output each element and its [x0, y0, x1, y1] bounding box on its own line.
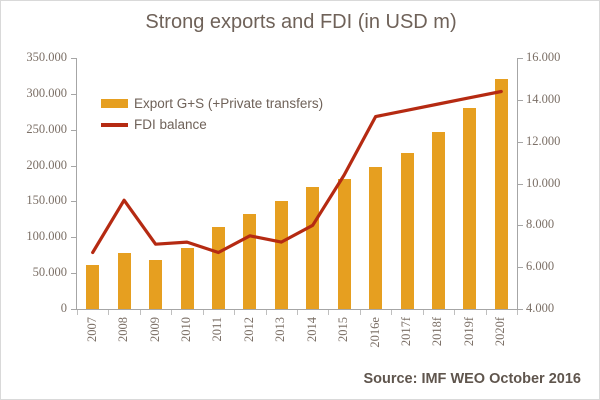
- left-tick-mark: [71, 237, 76, 238]
- left-axis-tick-label: 150.000: [26, 193, 67, 207]
- x-tick-mark: [454, 310, 455, 315]
- x-axis-tick-label: 2010: [179, 317, 193, 342]
- bar-2017f: [400, 152, 414, 309]
- right-axis-tick-label: 16.000: [526, 50, 561, 64]
- left-tick-mark: [71, 201, 76, 202]
- right-axis-tick-label: 8.000: [526, 217, 555, 231]
- x-tick-mark: [328, 310, 329, 315]
- x-tick-mark: [171, 310, 172, 315]
- bar-2018f: [431, 131, 445, 309]
- bar-2020f: [494, 78, 508, 309]
- left-axis-tick-label: 0: [60, 301, 67, 315]
- x-axis-line: [76, 309, 518, 310]
- x-axis-tick-label: 2015: [336, 317, 351, 342]
- right-axis-tick-label: 10.000: [526, 176, 561, 190]
- right-tick-mark: [518, 100, 523, 101]
- legend-label-export: Export G+S (+Private transfers): [134, 96, 324, 111]
- right-tick-mark: [518, 225, 523, 226]
- left-tick-mark: [71, 166, 76, 167]
- x-axis-tick-label: 2017f: [399, 317, 413, 347]
- x-tick-mark: [391, 310, 392, 315]
- right-tick-mark: [518, 267, 523, 268]
- left-tick-mark: [71, 273, 76, 274]
- legend-item-fdi[interactable]: FDI balance: [101, 114, 323, 135]
- x-axis-tick-label: 2011: [210, 317, 225, 342]
- left-axis-tick-label: 350.000: [26, 50, 67, 64]
- x-axis-tick-label: 2020f: [493, 317, 508, 347]
- x-tick-mark: [360, 310, 361, 315]
- right-axis-line: [517, 58, 518, 310]
- x-axis-tick-label: 2014: [304, 317, 319, 342]
- right-axis-tick-label: 4.000: [526, 301, 555, 315]
- bar-2015: [337, 179, 351, 309]
- source-note: Source: IMF WEO October 2016: [363, 371, 581, 387]
- bar-2019f: [463, 108, 477, 309]
- right-tick-mark: [518, 184, 523, 185]
- x-tick-mark: [266, 310, 267, 315]
- left-axis-tick-label: 300.000: [26, 86, 67, 100]
- legend-bar-swatch-icon: [101, 99, 128, 108]
- left-axis-tick-label: 100.000: [26, 229, 67, 243]
- chart-title: Strong exports and FDI (in USD m): [145, 11, 457, 33]
- x-axis-tick-label: 2008: [116, 317, 131, 342]
- right-tick-mark: [518, 142, 523, 143]
- legend-item-export[interactable]: Export G+S (+Private transfers): [101, 93, 323, 114]
- x-axis-tick-label: 2012: [241, 317, 256, 342]
- x-axis-tick-label: 2018f: [430, 317, 445, 347]
- x-tick-mark: [140, 310, 141, 315]
- bar-2013: [274, 200, 288, 309]
- line-series-fdi-balance: [91, 89, 503, 255]
- bar-2009: [149, 260, 163, 309]
- x-tick-mark: [423, 310, 424, 315]
- left-axis-tick-label: 50.000: [32, 265, 67, 279]
- x-tick-mark: [517, 310, 518, 315]
- bar-2008: [117, 253, 131, 309]
- right-axis-tick-label: 6.000: [526, 259, 555, 273]
- plot-area: [77, 58, 517, 309]
- x-axis-tick-label: 2013: [273, 317, 288, 342]
- legend-line-swatch-icon: [101, 122, 128, 127]
- x-axis-tick-label: 2009: [147, 317, 162, 342]
- right-tick-mark: [518, 309, 523, 310]
- bar-2011: [211, 226, 225, 309]
- x-axis-tick-label: 2016e: [367, 317, 382, 348]
- x-tick-mark: [297, 310, 298, 315]
- left-tick-mark: [71, 58, 76, 59]
- left-tick-mark: [71, 309, 76, 310]
- left-tick-mark: [71, 130, 76, 131]
- x-tick-mark: [77, 310, 78, 315]
- left-axis-line: [76, 58, 77, 310]
- x-axis-tick-label: 2007: [84, 317, 99, 342]
- x-tick-mark: [203, 310, 204, 315]
- bar-2007: [86, 264, 100, 309]
- bar-2016e: [369, 167, 383, 309]
- right-tick-mark: [518, 58, 523, 59]
- x-tick-mark: [486, 310, 487, 315]
- chart-legend: Export G+S (+Private transfers) FDI bala…: [101, 93, 323, 135]
- right-axis-tick-label: 14.000: [526, 92, 561, 106]
- left-tick-mark: [71, 94, 76, 95]
- x-tick-mark: [108, 310, 109, 315]
- right-axis-tick-label: 12.000: [526, 134, 561, 148]
- legend-label-fdi: FDI balance: [134, 117, 207, 132]
- left-axis-tick-label: 200.000: [26, 158, 67, 172]
- x-axis-tick-label: 2019f: [461, 317, 476, 347]
- bar-2010: [180, 248, 194, 309]
- x-tick-mark: [234, 310, 235, 315]
- left-axis-tick-label: 250.000: [26, 122, 67, 136]
